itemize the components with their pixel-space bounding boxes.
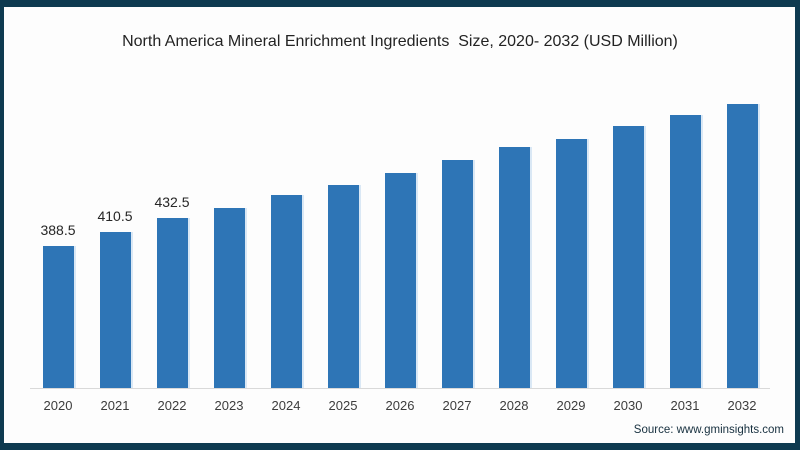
bar-2032 — [726, 104, 758, 388]
bar-2024 — [270, 195, 302, 388]
source-note: Source: www.gminsights.com — [633, 424, 784, 436]
bar-2023 — [213, 208, 245, 388]
value-label-2021: 410.5 — [97, 208, 133, 224]
x-tick-label-2031: 2031 — [670, 398, 700, 413]
bar-2031 — [669, 115, 701, 388]
x-tick-label-2026: 2026 — [385, 398, 415, 413]
x-tick-label-2030: 2030 — [613, 398, 643, 413]
bar-2030 — [612, 126, 644, 388]
bar-2021 — [99, 232, 131, 388]
chart-title: North America Mineral Enrichment Ingredi… — [122, 33, 678, 50]
value-label-2020: 388.5 — [40, 222, 76, 238]
bar-2027 — [441, 160, 473, 388]
x-axis-line — [30, 388, 770, 389]
bar-2022 — [156, 218, 188, 388]
x-tick-label-2032: 2032 — [727, 398, 757, 413]
x-tick-label-2028: 2028 — [499, 398, 529, 413]
bar-2025 — [327, 185, 359, 388]
x-tick-label-2027: 2027 — [442, 398, 472, 413]
bar-2028 — [498, 147, 530, 388]
x-tick-label-2021: 2021 — [100, 398, 130, 413]
bar-2026 — [384, 173, 416, 388]
x-tick-label-2020: 2020 — [43, 398, 73, 413]
x-tick-label-2029: 2029 — [556, 398, 586, 413]
bar-2029 — [555, 139, 587, 388]
value-label-2022: 432.5 — [154, 194, 190, 210]
x-tick-label-2024: 2024 — [271, 398, 301, 413]
x-tick-label-2023: 2023 — [214, 398, 244, 413]
x-tick-label-2025: 2025 — [328, 398, 358, 413]
bar-2020 — [42, 246, 74, 388]
x-tick-label-2022: 2022 — [157, 398, 187, 413]
